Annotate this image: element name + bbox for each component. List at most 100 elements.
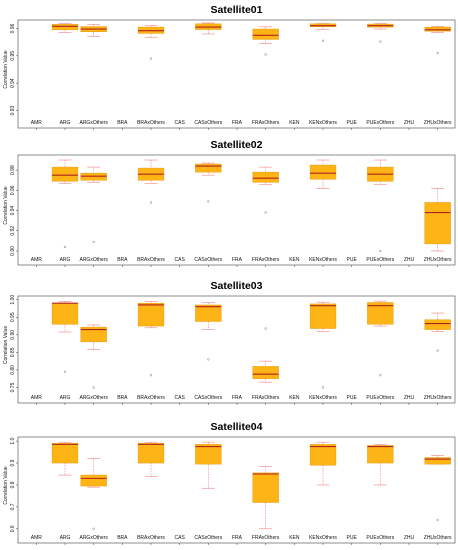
iqr-box	[424, 26, 451, 32]
iqr-box	[51, 24, 79, 31]
box-ZHUxOthers	[424, 312, 451, 352]
iqr-box	[252, 28, 279, 40]
iqr-box	[137, 443, 165, 464]
x-category-label: FRA	[232, 120, 243, 126]
y-tick-label: 0.96	[10, 185, 16, 195]
iqr-box	[424, 202, 451, 245]
box-ARG	[51, 441, 79, 476]
y-tick-label: 1.0	[10, 437, 16, 444]
x-category-label: KENxOthers	[309, 120, 337, 126]
x-category-label: ARG	[60, 395, 71, 401]
y-tick-label: 0.75	[10, 382, 16, 392]
iqr-box	[252, 171, 279, 183]
panel-title: Satellite03	[211, 280, 263, 292]
outlier-point	[264, 211, 267, 214]
box-KENxOthers	[309, 159, 337, 189]
box-FRAxOthers	[252, 166, 279, 214]
x-category-label: ARGxOthers	[79, 395, 108, 401]
x-category-label: BRAxOthers	[137, 120, 165, 126]
x-category-label: KEN	[289, 257, 300, 263]
x-category-label: CASxOthers	[194, 257, 222, 263]
x-category-label: CAS	[175, 395, 186, 401]
x-category-label: FRAxOthers	[252, 120, 280, 126]
box-BRAxOthers	[137, 25, 165, 60]
outlier-point	[92, 386, 95, 389]
box-KENxOthers	[309, 301, 337, 389]
iqr-box	[309, 444, 337, 466]
iqr-box	[80, 326, 107, 343]
outlier-point	[264, 327, 267, 330]
x-category-label: KENxOthers	[309, 535, 337, 541]
y-tick-label: 0.8	[10, 481, 16, 488]
y-tick-label: 0.85	[10, 347, 16, 357]
x-category-label: BRAxOthers	[137, 257, 165, 263]
iqr-box	[51, 302, 79, 325]
outlier-point	[92, 240, 95, 243]
x-category-label: PUE	[347, 395, 358, 401]
x-category-label: ZHUxOthers	[424, 535, 452, 541]
outlier-point	[149, 374, 153, 377]
iqr-box	[195, 304, 222, 322]
y-tick-label: 0.98	[10, 165, 16, 175]
iqr-box	[80, 474, 107, 487]
box-BRAxOthers	[137, 159, 165, 204]
y-tick-label: 0.9	[10, 459, 16, 466]
box-FRAxOthers	[252, 327, 279, 383]
x-category-label: PUE	[347, 257, 358, 263]
y-axis-label: Correlation Value	[3, 186, 9, 224]
outlier-point	[207, 200, 210, 203]
box-FRAxOthers	[252, 26, 279, 56]
iqr-box	[195, 444, 222, 465]
x-category-label: KEN	[289, 395, 300, 401]
y-tick-label: 0.94	[10, 205, 16, 215]
x-category-label: PUE	[347, 535, 358, 541]
box-ARGxOthers	[80, 458, 107, 530]
x-category-label: FRAxOthers	[252, 535, 280, 541]
x-category-label: PUExOthers	[366, 120, 394, 126]
y-tick-label: 0.92	[10, 226, 16, 236]
box-PUExOthers	[367, 300, 394, 377]
y-axis-label: Correlation Value	[3, 326, 9, 364]
iqr-box	[252, 366, 279, 379]
y-axis-label: Correlation Value	[3, 466, 9, 504]
y-tick-label: 0.90	[10, 246, 16, 256]
y-tick-label: 1.00	[10, 295, 16, 305]
x-category-label: ARG	[60, 120, 71, 126]
box-PUExOthers	[367, 23, 394, 43]
iqr-box	[195, 163, 222, 173]
panel-title: Satellite02	[211, 139, 263, 151]
x-category-label: ARGxOthers	[79, 120, 108, 126]
x-category-label: KEN	[289, 120, 300, 126]
x-category-label: CASxOthers	[194, 120, 222, 126]
x-category-label: AMR	[31, 395, 43, 401]
iqr-box	[51, 166, 79, 182]
x-category-label: CAS	[175, 120, 186, 126]
x-category-label: ZHUxOthers	[424, 257, 452, 263]
x-category-label: ZHU	[404, 120, 415, 126]
outlier-point	[264, 53, 267, 56]
x-category-label: ZHUxOthers	[424, 120, 452, 126]
x-category-label: PUExOthers	[366, 535, 394, 541]
x-category-label: ARG	[60, 257, 71, 263]
x-category-label: FRA	[232, 395, 243, 401]
box-CASxOthers	[195, 22, 222, 35]
panel-title: Satellite04	[211, 421, 263, 433]
y-tick-label: 0.6	[10, 525, 16, 532]
x-category-label: FRAxOthers	[252, 395, 280, 401]
x-category-label: AMR	[31, 257, 43, 263]
iqr-box	[252, 472, 279, 503]
box-ARGxOthers	[80, 24, 107, 37]
iqr-box	[51, 443, 79, 464]
x-category-label: BRAxOthers	[137, 535, 165, 541]
outlier-point	[321, 39, 325, 42]
plot-frame	[17, 154, 456, 266]
x-category-label: BRA	[117, 395, 128, 401]
x-category-label: CAS	[175, 257, 186, 263]
x-category-label: CAS	[175, 535, 186, 541]
x-category-label: PUE	[347, 120, 358, 126]
x-category-label: ZHUxOthers	[424, 395, 452, 401]
x-category-label: ARG	[60, 535, 71, 541]
x-category-label: AMR	[31, 535, 43, 541]
